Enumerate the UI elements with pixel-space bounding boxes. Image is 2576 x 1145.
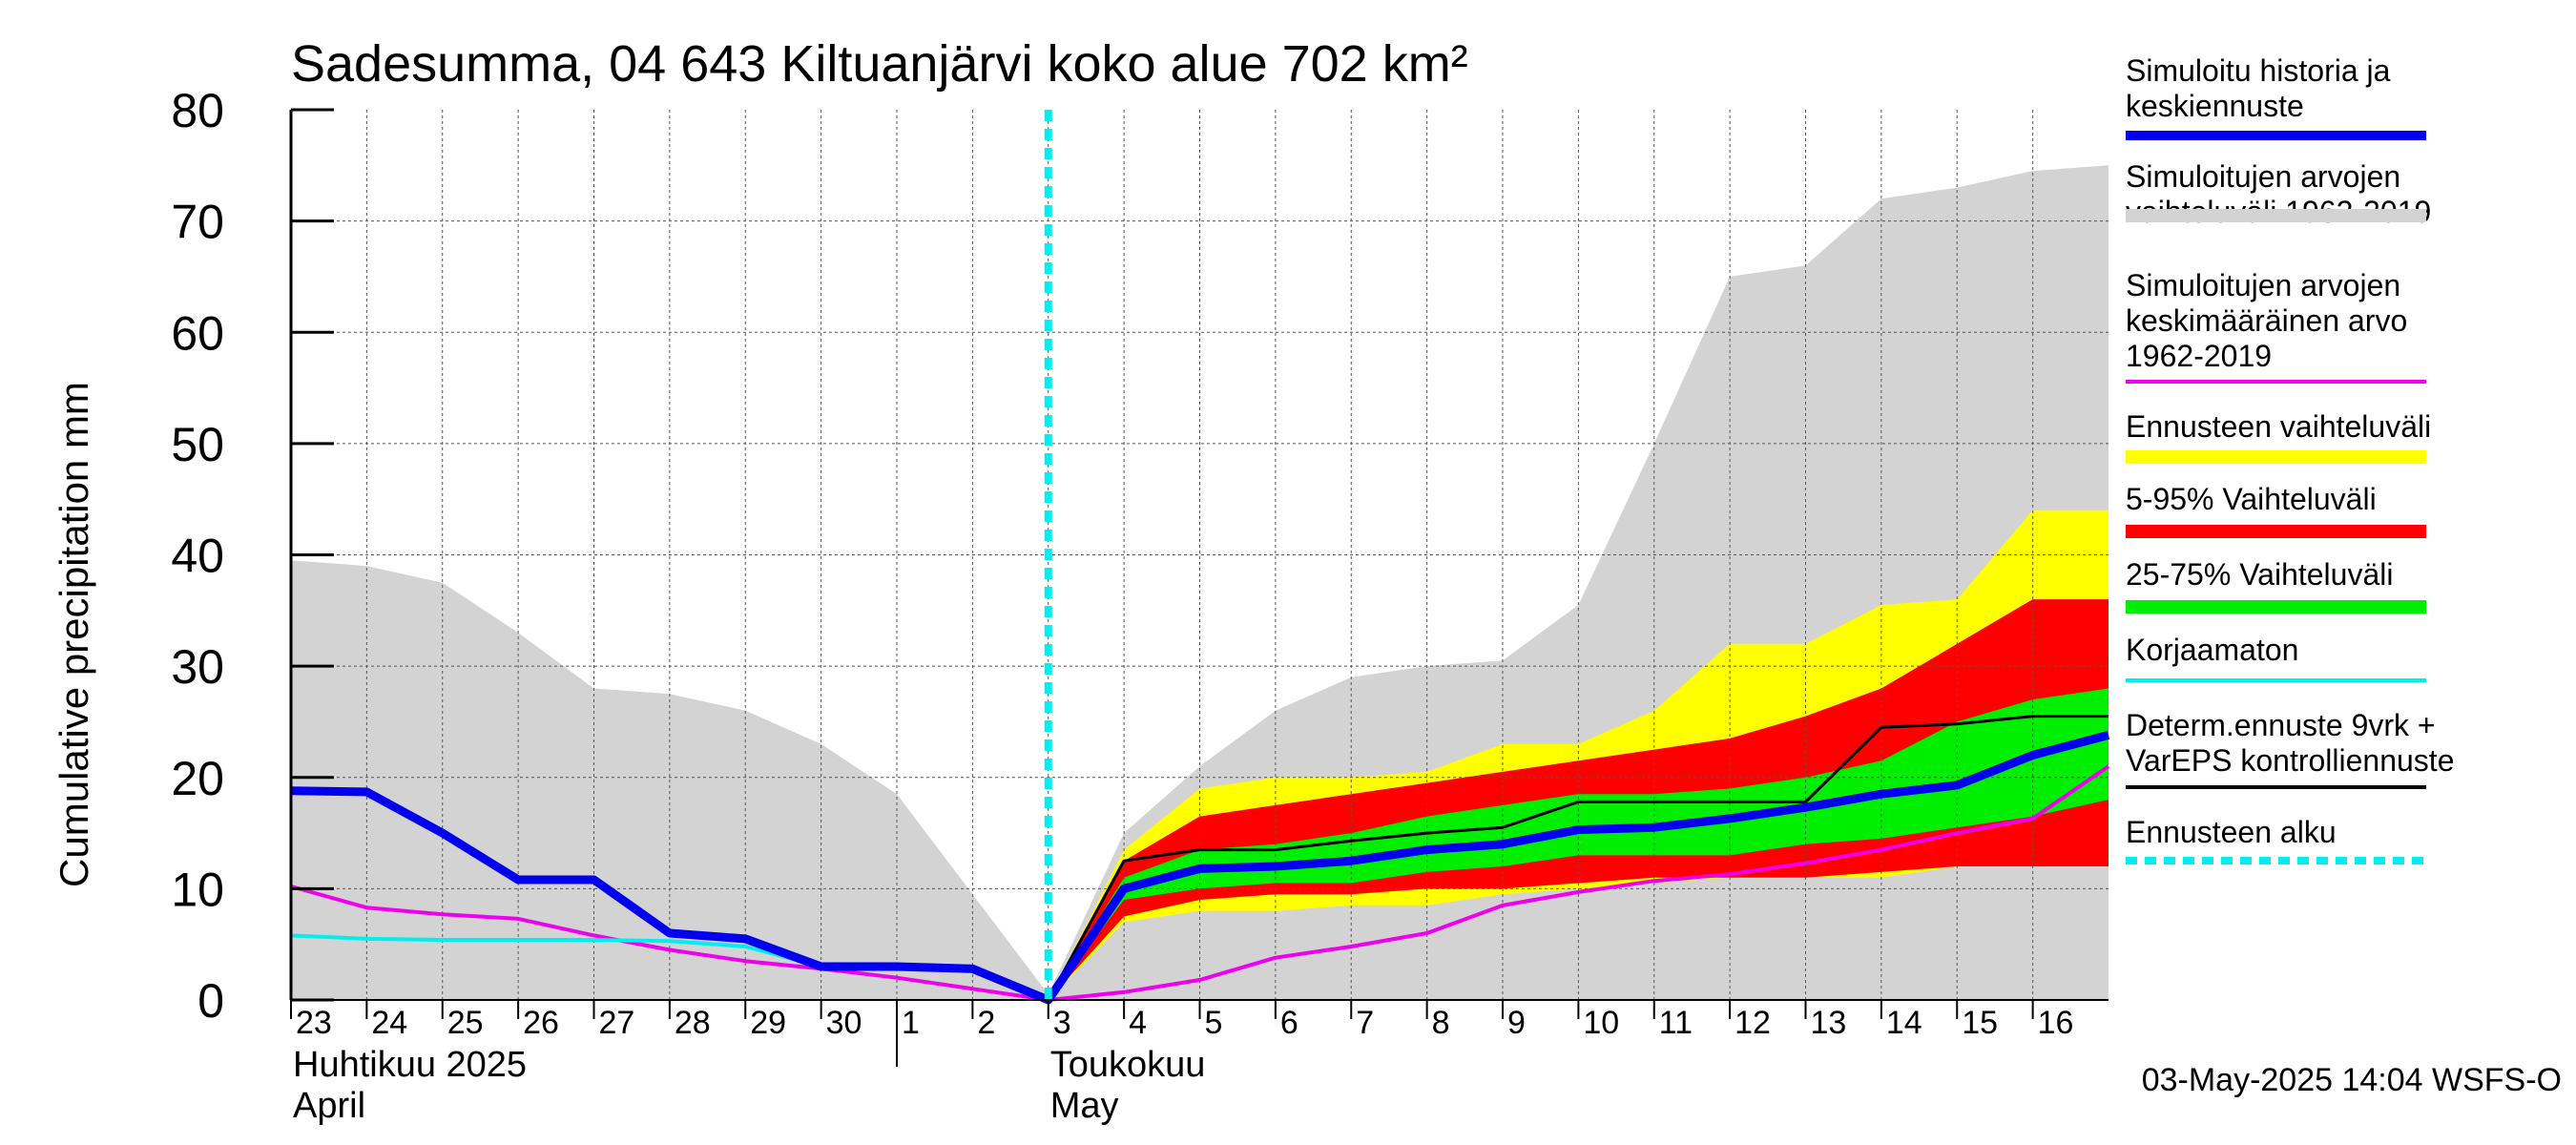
y-tick-label: 40 bbox=[171, 530, 224, 583]
y-tick-label: 0 bbox=[197, 974, 224, 1028]
x-tick-label: 1 bbox=[902, 1005, 920, 1041]
y-tick-label: 20 bbox=[171, 752, 224, 805]
legend-label: Ennusteen alku bbox=[2126, 815, 2337, 849]
legend-label: Ennusteen vaihteluväli bbox=[2126, 409, 2431, 444]
x-tick-label: 25 bbox=[447, 1005, 484, 1041]
legend-label: keskimääräinen arvo bbox=[2126, 303, 2407, 338]
month-label: April bbox=[293, 1086, 365, 1126]
x-tick-label: 4 bbox=[1129, 1005, 1147, 1041]
x-tick-label: 8 bbox=[1432, 1005, 1450, 1041]
x-tick-label: 11 bbox=[1659, 1005, 1693, 1041]
y-tick-label: 80 bbox=[171, 84, 224, 137]
x-tick-label: 28 bbox=[675, 1005, 711, 1041]
x-tick-label: 29 bbox=[750, 1005, 786, 1041]
x-tick-label: 24 bbox=[371, 1005, 407, 1041]
x-tick-label: 23 bbox=[296, 1005, 332, 1041]
long-term-mean-line bbox=[290, 764, 2110, 1002]
x-tick-label: 30 bbox=[826, 1005, 862, 1041]
y-tick-label: 10 bbox=[171, 863, 224, 916]
legend-label: keskiennuste bbox=[2126, 89, 2304, 123]
legend-label: VarEPS kontrolliennuste bbox=[2126, 743, 2454, 778]
x-tick-label: 6 bbox=[1280, 1005, 1298, 1041]
x-tick-label: 15 bbox=[1962, 1005, 1998, 1041]
y-tick-label: 50 bbox=[171, 418, 224, 471]
legend-label: Simuloitujen arvojen bbox=[2126, 268, 2400, 302]
legend-label: Simuloitu historia ja bbox=[2126, 53, 2391, 88]
series-lines bbox=[290, 110, 2110, 1005]
y-tick-label: 60 bbox=[171, 306, 224, 360]
month-label: Huhtikuu 2025 bbox=[293, 1045, 527, 1085]
legend-label: 5-95% Vaihteluväli bbox=[2126, 482, 2377, 516]
legend-label: 25-75% Vaihteluväli bbox=[2126, 557, 2393, 592]
month-label: May bbox=[1050, 1086, 1119, 1126]
x-tick-label: 26 bbox=[523, 1005, 559, 1041]
x-tick-label: 13 bbox=[1811, 1005, 1847, 1041]
x-tick-label: 7 bbox=[1356, 1005, 1374, 1041]
x-tick-label: 14 bbox=[1886, 1005, 1922, 1041]
legend-label: Korjaamaton bbox=[2126, 633, 2298, 667]
deterministic-line bbox=[1047, 715, 2109, 1001]
x-tick-label: 3 bbox=[1053, 1005, 1071, 1041]
x-tick-label: 27 bbox=[599, 1005, 635, 1041]
y-tick-label: 70 bbox=[171, 196, 224, 249]
legend-label: Simuloitujen arvojen bbox=[2126, 159, 2400, 194]
x-tick-label: 9 bbox=[1507, 1005, 1526, 1041]
legend-label: Determ.ennuste 9vrk + bbox=[2126, 708, 2436, 742]
footer-timestamp: 03-May-2025 14:04 WSFS-O bbox=[2142, 1062, 2562, 1098]
chart-title: Sadesumma, 04 643 Kiltuanjärvi koko alue… bbox=[291, 35, 1468, 93]
y-tick-label: 30 bbox=[171, 640, 224, 694]
legend-label: 1962-2019 bbox=[2126, 339, 2272, 373]
month-label: Toukokuu bbox=[1050, 1045, 1206, 1085]
mean-forecast-line bbox=[290, 731, 2110, 1005]
x-tick-label: 5 bbox=[1205, 1005, 1223, 1041]
x-tick-label: 2 bbox=[977, 1005, 995, 1041]
x-tick-label: 10 bbox=[1583, 1005, 1619, 1041]
x-tick-label: 16 bbox=[2038, 1005, 2074, 1041]
y-axis-label: Cumulative precipitation mm bbox=[52, 382, 96, 887]
x-tick-label: 12 bbox=[1735, 1005, 1771, 1041]
